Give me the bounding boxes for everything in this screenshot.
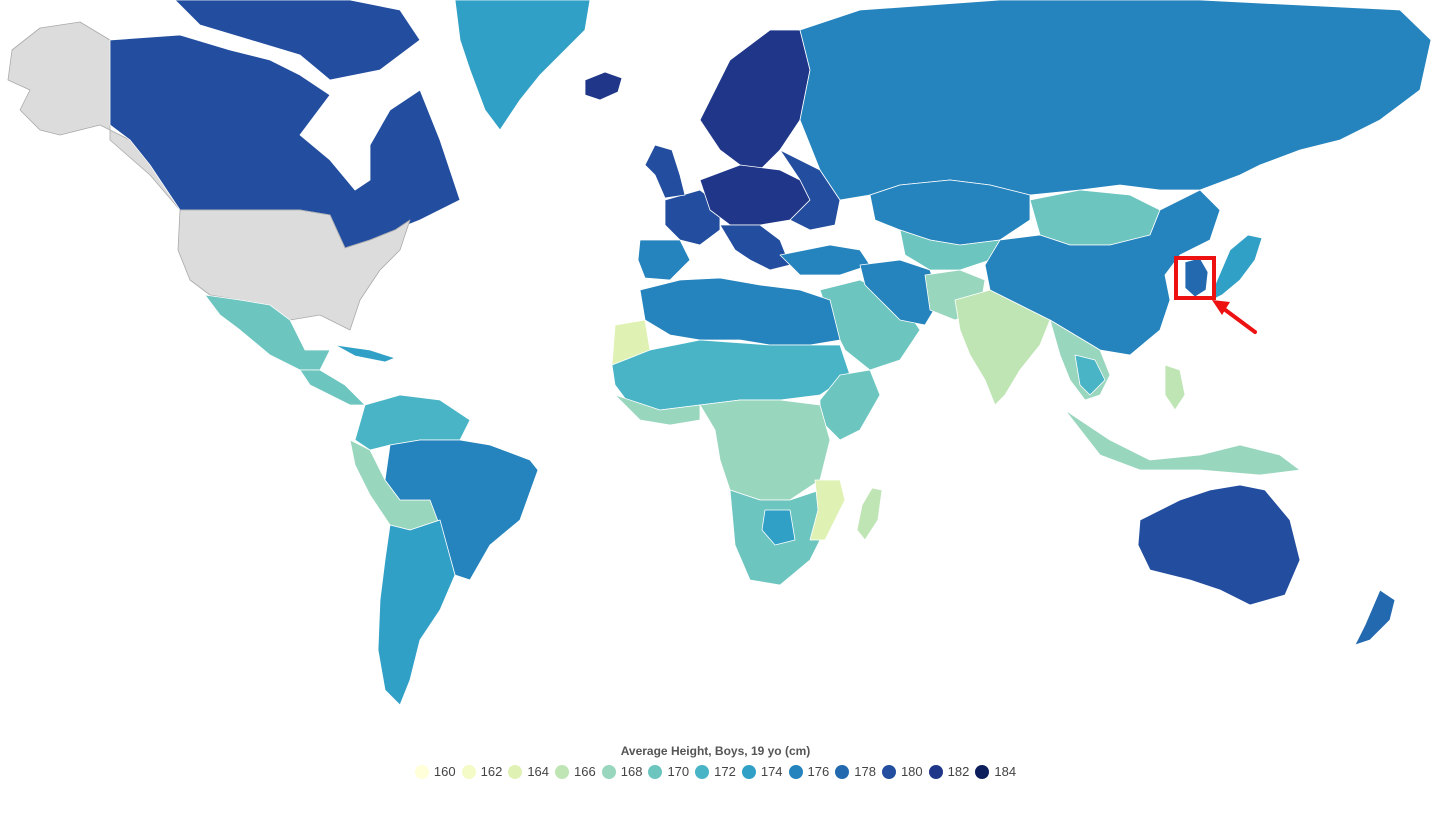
legend-item[interactable]: 180 (881, 764, 923, 779)
region-new-zealand[interactable] (1354, 589, 1396, 646)
region-central-america[interactable] (299, 369, 366, 406)
region-south-korea[interactable] (1184, 257, 1209, 298)
region-uk[interactable] (644, 144, 686, 199)
legend-swatch (835, 764, 850, 779)
region-china[interactable] (984, 189, 1221, 356)
color-legend: Average Height, Boys, 19 yo (cm) 160 162 1… (0, 744, 1431, 779)
region-western-europe[interactable] (664, 189, 721, 246)
region-mongolia[interactable] (1029, 189, 1161, 246)
legend-label: 162 (480, 764, 503, 779)
region-mozambique[interactable] (809, 479, 846, 541)
legend-label: 176 (807, 764, 830, 779)
region-greenland[interactable] (454, 0, 591, 131)
legend-label: 170 (667, 764, 690, 779)
legend-items: 160 162 164 166 168 170 172 174 176 178 180 182 184 (0, 764, 1431, 779)
region-iceland[interactable] (584, 71, 623, 101)
region-cuba[interactable] (334, 344, 396, 363)
legend-label: 178 (854, 764, 876, 779)
legend-item[interactable]: 160 (414, 764, 456, 779)
region-thailand[interactable] (1074, 354, 1106, 396)
world-map (7, 0, 1431, 706)
legend-item[interactable]: 168 (601, 764, 643, 779)
highlight-box (1174, 256, 1216, 300)
legend-swatch (555, 764, 570, 779)
region-usa[interactable] (177, 209, 411, 331)
legend-label: 164 (527, 764, 550, 779)
region-iberia[interactable] (637, 239, 691, 281)
region-australia[interactable] (1137, 484, 1301, 606)
region-west-africa[interactable] (614, 394, 701, 426)
legend-item[interactable]: 166 (555, 764, 596, 779)
region-mexico[interactable] (204, 294, 331, 371)
legend-swatch (928, 764, 943, 779)
legend-item[interactable]: 178 (835, 764, 876, 779)
region-russia[interactable] (799, 0, 1431, 201)
legend-swatch (741, 764, 756, 779)
region-central-africa[interactable] (699, 399, 831, 501)
region-italy-balkans[interactable] (719, 224, 791, 271)
legend-swatch (695, 764, 710, 779)
region-horn-africa[interactable] (819, 369, 881, 441)
legend-item[interactable]: 170 (648, 764, 689, 779)
legend-item[interactable]: 172 (695, 764, 736, 779)
legend-item[interactable]: 174 (741, 764, 783, 779)
legend-swatch (601, 764, 616, 779)
legend-swatch (975, 764, 990, 779)
legend-item[interactable]: 176 (788, 764, 830, 779)
legend-swatch (648, 764, 663, 779)
region-canada-arctic[interactable] (174, 0, 421, 81)
region-japan[interactable] (1211, 234, 1263, 301)
region-indonesia[interactable] (1064, 409, 1301, 476)
legend-swatch (508, 764, 523, 779)
region-north-africa[interactable] (639, 277, 841, 346)
region-botswana[interactable] (761, 509, 796, 546)
legend-item[interactable]: 184 (975, 764, 1016, 779)
region-alaska[interactable] (7, 21, 181, 211)
region-madagascar[interactable] (856, 487, 883, 541)
legend-label: 174 (760, 764, 783, 779)
region-argentina-chile[interactable] (377, 519, 456, 706)
legend-item[interactable]: 164 (508, 764, 549, 779)
region-scandinavia[interactable] (699, 29, 811, 171)
legend-label: 166 (574, 764, 596, 779)
legend-swatch (788, 764, 803, 779)
region-iran[interactable] (859, 259, 941, 326)
legend-swatch (414, 764, 429, 779)
legend-item[interactable]: 162 (461, 764, 503, 779)
legend-item[interactable]: 182 (928, 764, 970, 779)
legend-label: 184 (994, 764, 1017, 779)
region-sahel[interactable] (611, 339, 851, 411)
region-turkey[interactable] (779, 244, 871, 276)
legend-label: 182 (947, 764, 970, 779)
legend-label: 160 (433, 764, 456, 779)
highlight-arrow-head (1212, 300, 1230, 315)
region-brazil[interactable] (384, 439, 539, 581)
legend-swatch (881, 764, 896, 779)
highlight-arrow-line (1218, 304, 1257, 334)
region-philippines[interactable] (1164, 364, 1186, 411)
region-kazakhstan[interactable] (869, 179, 1031, 246)
legend-label: 180 (900, 764, 923, 779)
legend-label: 172 (714, 764, 736, 779)
legend-swatch (461, 764, 476, 779)
legend-title: Average Height, Boys, 19 yo (cm) (620, 744, 811, 758)
legend-label: 168 (620, 764, 643, 779)
